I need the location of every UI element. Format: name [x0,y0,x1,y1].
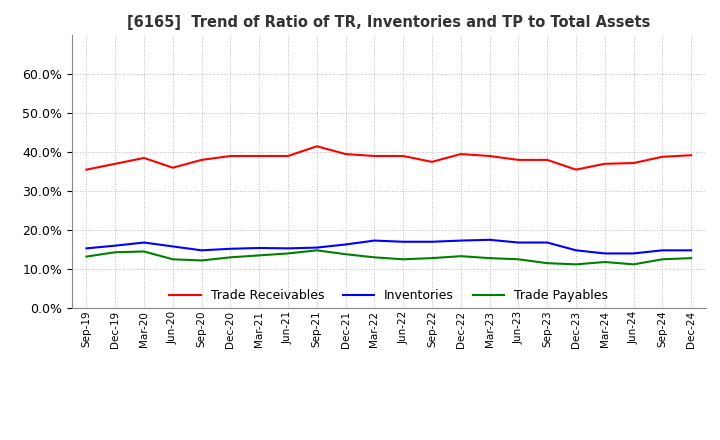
Trade Payables [312,248,321,253]
Trade Payables [600,259,609,264]
Trade Payables [370,255,379,260]
Trade Payables [82,254,91,259]
Trade Receivables [687,153,696,158]
Trade Payables [572,262,580,267]
Trade Receivables [543,157,552,162]
Trade Payables [341,252,350,257]
Trade Receivables [370,154,379,159]
Trade Receivables [255,154,264,159]
Trade Payables [456,253,465,259]
Inventories [456,238,465,243]
Inventories [687,248,696,253]
Trade Payables [629,262,638,267]
Inventories [543,240,552,245]
Inventories [514,240,523,245]
Inventories [399,239,408,244]
Inventories [255,246,264,251]
Trade Payables [168,257,177,262]
Trade Payables [111,249,120,255]
Trade Receivables [226,154,235,159]
Inventories [284,246,292,251]
Trade Receivables [399,154,408,159]
Trade Payables [514,257,523,262]
Line: Inventories: Inventories [86,240,691,253]
Inventories [111,243,120,248]
Trade Payables [284,251,292,256]
Trade Receivables [168,165,177,170]
Trade Payables [658,257,667,262]
Trade Receivables [456,151,465,157]
Line: Trade Receivables: Trade Receivables [86,146,691,170]
Trade Receivables [341,151,350,157]
Trade Payables [197,258,206,263]
Inventories [428,239,436,244]
Inventories [572,248,580,253]
Inventories [82,246,91,251]
Trade Receivables [197,157,206,162]
Trade Payables [428,256,436,261]
Trade Payables [485,256,494,261]
Trade Receivables [82,167,91,172]
Legend: Trade Receivables, Inventories, Trade Payables: Trade Receivables, Inventories, Trade Pa… [164,284,613,307]
Trade Receivables [629,161,638,166]
Inventories [629,251,638,256]
Trade Payables [543,260,552,266]
Title: [6165]  Trend of Ratio of TR, Inventories and TP to Total Assets: [6165] Trend of Ratio of TR, Inventories… [127,15,650,30]
Trade Payables [255,253,264,258]
Inventories [658,248,667,253]
Inventories [600,251,609,256]
Trade Payables [226,255,235,260]
Inventories [341,242,350,247]
Trade Receivables [485,154,494,159]
Trade Payables [687,256,696,261]
Trade Receivables [658,154,667,159]
Inventories [197,248,206,253]
Line: Trade Payables: Trade Payables [86,250,691,264]
Trade Payables [140,249,148,254]
Inventories [226,246,235,251]
Inventories [140,240,148,245]
Trade Receivables [140,155,148,161]
Trade Receivables [572,167,580,172]
Trade Receivables [312,143,321,149]
Inventories [312,245,321,250]
Trade Payables [399,257,408,262]
Trade Receivables [428,159,436,165]
Trade Receivables [111,161,120,166]
Inventories [168,244,177,249]
Inventories [370,238,379,243]
Inventories [485,237,494,242]
Trade Receivables [284,154,292,159]
Trade Receivables [514,157,523,162]
Trade Receivables [600,161,609,166]
